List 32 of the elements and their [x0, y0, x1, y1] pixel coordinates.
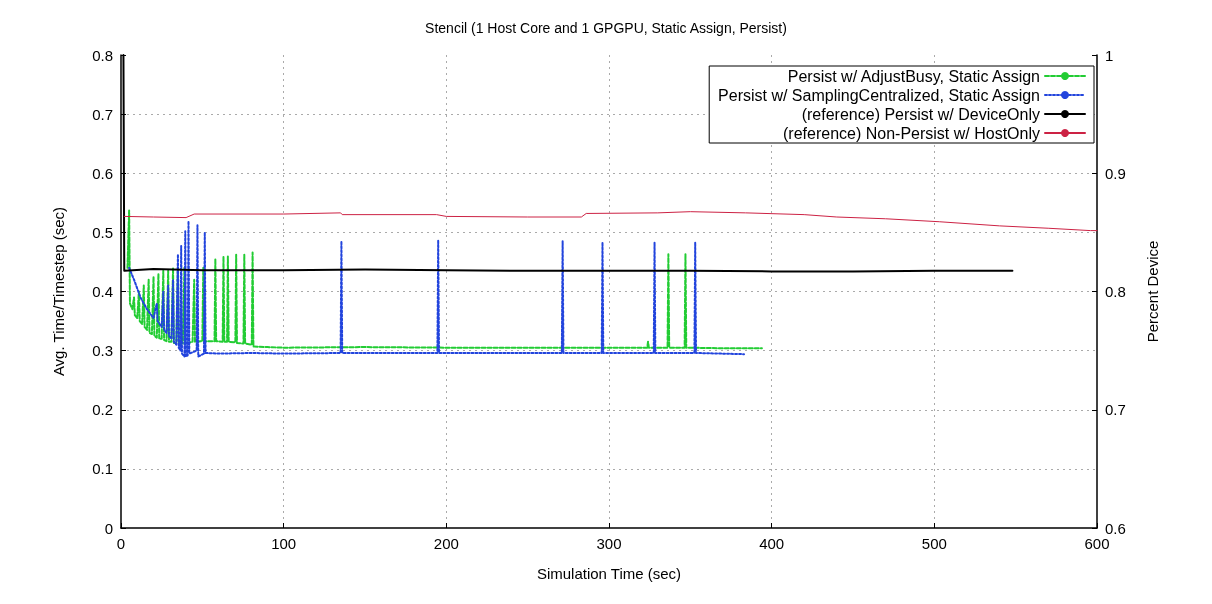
y2-tick-label: 0.7: [1105, 401, 1126, 419]
line-series: [123, 211, 1098, 232]
y2-tick-label: 0.9: [1105, 164, 1126, 182]
x-tick-label: 400: [759, 535, 785, 552]
y2-tick-label: 0.8: [1105, 283, 1126, 300]
x-tick-label: 200: [433, 535, 459, 552]
y2-tick-label: 1: [1105, 46, 1114, 64]
legend-label: Persist w/ AdjustBusy, Static Assign: [787, 67, 1040, 85]
chart-title: Stencil (1 Host Core and 1 GPGPU, Static Assign, Persist): [425, 20, 787, 36]
y-tick-label: 0.1: [92, 460, 113, 478]
y-tick-label: 0.2: [92, 401, 113, 419]
y-tick-label: 0.8: [92, 46, 113, 64]
line-series: [128, 220, 746, 358]
y2-axis-title: Percent Device: [1144, 240, 1161, 343]
y2-tick-label: 0.6: [1105, 519, 1126, 537]
line-series: [126, 209, 763, 350]
legend-label: Persist w/ SamplingCentralized, Static Assign: [718, 86, 1040, 104]
y-axis-title: Avg. Time/Timestep (sec): [50, 206, 67, 377]
x-tick-label: 600: [1084, 535, 1110, 552]
y-tick-label: 0.4: [92, 283, 113, 300]
x-tick-label: 500: [921, 535, 947, 552]
y-tick-label: 0.5: [92, 223, 113, 241]
x-tick-label: 0: [116, 535, 126, 552]
y-tick-label: 0.6: [92, 164, 113, 182]
legend-label: (reference) Non-Persist w/ HostOnly: [783, 124, 1040, 142]
y-tick-label: 0.3: [92, 342, 113, 360]
x-tick-label: 300: [596, 535, 622, 552]
y-tick-label: 0: [104, 519, 113, 537]
x-tick-label: 100: [271, 535, 297, 552]
x-axis-title: Simulation Time (sec): [536, 565, 682, 582]
legend-label: (reference) Persist w/ DeviceOnly: [801, 105, 1040, 123]
y-tick-label: 0.7: [92, 105, 113, 123]
